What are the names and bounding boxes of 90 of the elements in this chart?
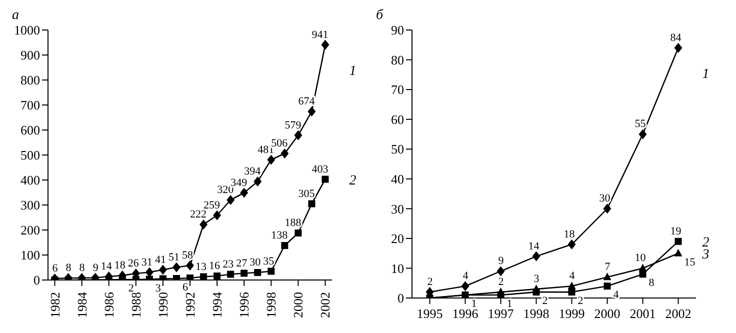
data-label: 9	[498, 255, 504, 268]
x-tick-label: 1982	[47, 292, 62, 318]
y-tick-label: 0	[398, 290, 404, 306]
y-tick-label: 60	[391, 112, 404, 127]
x-tick-label: 1984	[74, 292, 90, 318]
data-label: 222	[190, 208, 207, 220]
data-label: 13	[196, 260, 208, 273]
y-tick-label: 600	[20, 122, 40, 138]
data-label: 35	[263, 255, 275, 268]
y-tick-label: 40	[391, 172, 404, 187]
y-tick-label: 400	[20, 172, 40, 188]
y-tick-label: 80	[391, 52, 404, 68]
data-label: 30	[250, 256, 262, 268]
data-label: 9	[92, 262, 99, 274]
data-label: 18	[564, 228, 576, 240]
y-tick-label: 700	[20, 98, 40, 113]
data-label: 14	[100, 260, 112, 272]
x-tick-label: 1992	[182, 292, 198, 318]
x-tick-label: 2000	[594, 306, 620, 321]
data-label: 15	[684, 256, 696, 268]
data-label: 8	[66, 262, 72, 274]
data-label: 2	[427, 276, 433, 288]
data-label: 4	[569, 270, 576, 282]
data-label: 23	[222, 258, 234, 270]
data-label: 19	[670, 225, 682, 238]
data-label: 84	[670, 32, 682, 44]
data-label: 41	[154, 254, 166, 266]
y-tick-label: 30	[391, 201, 404, 216]
x-tick-label: 2002	[665, 306, 692, 321]
data-label: 6	[52, 262, 58, 274]
y-tick-label: 70	[391, 82, 404, 98]
data-label: 4	[462, 270, 469, 282]
x-tick-label: 1988	[128, 292, 144, 318]
y-tick-label: 10	[391, 260, 404, 276]
data-label: 30	[599, 192, 611, 205]
data-label: 579	[284, 119, 302, 132]
data-label: 2	[128, 282, 134, 294]
x-tick-label: 1995	[416, 306, 443, 321]
data-label: 55	[634, 118, 646, 130]
x-tick-label: 2002	[318, 292, 333, 318]
x-tick-label: 2000	[290, 292, 306, 318]
y-tick-label: 0	[34, 272, 40, 288]
y-tick-label: 50	[391, 142, 404, 157]
y-tick-label: 20	[391, 231, 404, 246]
data-label: 10	[634, 252, 646, 264]
data-label: 259	[204, 199, 221, 212]
data-label: 394	[244, 166, 262, 178]
data-label: 51	[168, 251, 180, 264]
x-tick-label: 1998	[264, 292, 279, 318]
data-label: 8	[79, 262, 86, 274]
y-tick-label: 500	[20, 148, 40, 163]
data-label: 3	[534, 273, 540, 286]
data-label: 403	[312, 163, 329, 176]
data-label: 188	[284, 217, 302, 229]
x-tick-label: 1999	[558, 306, 585, 321]
data-label: 2	[498, 276, 504, 288]
data-label: 6	[182, 282, 188, 294]
data-label: 941	[312, 28, 328, 41]
series-label: 1	[702, 66, 710, 82]
y-tick-label: 200	[20, 222, 40, 238]
x-tick-label: 1998	[523, 306, 550, 321]
data-label: 305	[298, 188, 316, 200]
data-label: 27	[236, 257, 248, 270]
x-tick-label: 1994	[210, 292, 225, 318]
data-label: 26	[128, 258, 140, 270]
x-tick-label: 1996	[236, 292, 252, 318]
data-label: 138	[271, 230, 288, 242]
y-tick-label: 800	[20, 72, 40, 88]
x-tick-label: 2001	[630, 306, 656, 321]
chart-title: б	[376, 8, 384, 24]
data-label: 58	[182, 250, 194, 262]
data-label: 3	[155, 282, 162, 294]
y-tick-label: 300	[20, 198, 40, 213]
x-tick-label: 1990	[155, 292, 170, 318]
y-tick-label: 1000	[14, 22, 40, 38]
data-label: 14	[528, 240, 540, 252]
x-tick-label: 1986	[101, 292, 116, 318]
chart-title: а	[12, 8, 19, 24]
data-label: 18	[114, 260, 126, 272]
y-tick-label: 900	[20, 48, 40, 63]
data-label: 7	[604, 261, 611, 274]
data-label: 16	[209, 260, 221, 272]
series-label: 2	[349, 173, 356, 188]
data-label: 2	[542, 295, 548, 308]
series-label: 1	[349, 64, 356, 79]
data-label: 31	[141, 256, 152, 268]
data-label: 2	[578, 295, 584, 308]
y-tick-label: 90	[391, 22, 404, 38]
data-label: 8	[648, 277, 655, 290]
y-tick-label: 100	[20, 248, 40, 263]
